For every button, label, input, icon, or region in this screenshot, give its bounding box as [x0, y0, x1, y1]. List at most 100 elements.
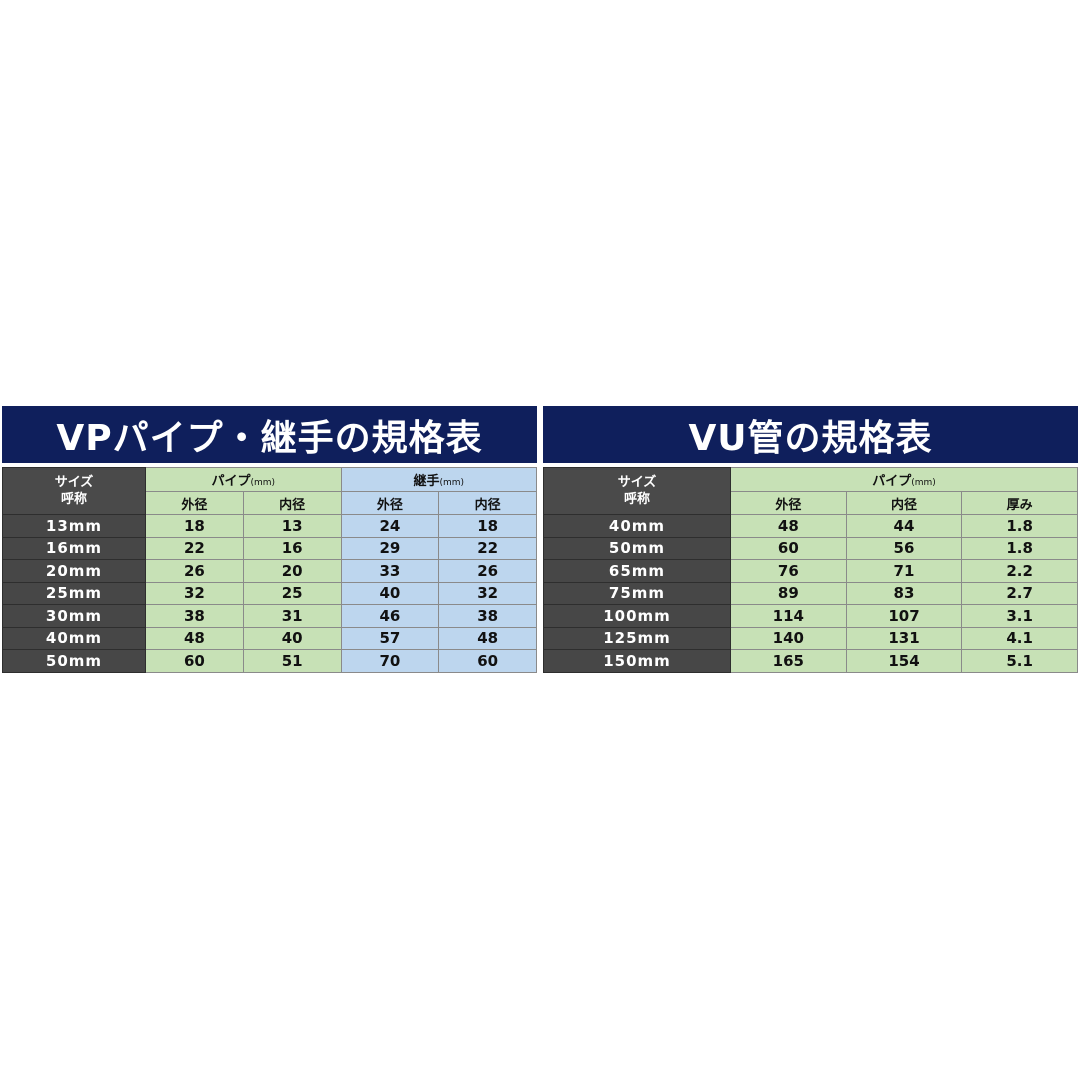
table-row: 40mm 48 40 57 48 [2, 626, 537, 650]
value-cell: 57 [340, 626, 440, 650]
value-cell: 16 [242, 536, 342, 560]
size-cell: 40mm [543, 514, 731, 538]
vu-spec-panel: VU管の規格表 サイズ 呼称 パイプ(mm) 外径 内径 厚み 40mm 48 44… [543, 406, 1078, 673]
value-cell: 154 [845, 649, 963, 673]
value-cell: 40 [340, 581, 440, 605]
value-cell: 131 [845, 626, 963, 650]
nominal-label: 呼称 [623, 492, 650, 507]
size-label: サイズ [54, 475, 94, 490]
column-header: 外径 [145, 491, 244, 515]
value-cell: 114 [730, 604, 847, 628]
size-cell: 16mm [2, 536, 146, 560]
size-cell: 50mm [543, 536, 731, 560]
size-label: サイズ [617, 475, 657, 490]
value-cell: 3.1 [961, 604, 1078, 628]
value-cell: 56 [845, 536, 963, 560]
table-row: 75mm 89 83 2.7 [543, 581, 1078, 605]
vu-title: VU管の規格表 [543, 406, 1078, 463]
value-cell: 31 [242, 604, 342, 628]
column-header: 厚み [961, 491, 1078, 515]
pipe-group-label: パイプ [211, 474, 251, 489]
nominal-label: 呼称 [60, 492, 87, 507]
size-cell: 25mm [2, 581, 146, 605]
table-row: 20mm 26 20 33 26 [2, 559, 537, 583]
value-cell: 20 [242, 559, 342, 583]
pipe-group-header: パイプ(mm) [730, 467, 1078, 492]
column-header: 内径 [438, 491, 537, 515]
value-cell: 76 [730, 559, 847, 583]
table-row: 150mm 165 154 5.1 [543, 649, 1078, 673]
size-cell: 30mm [2, 604, 146, 628]
value-cell: 24 [340, 514, 440, 538]
value-cell: 38 [438, 604, 537, 628]
pipe-group-header: パイプ(mm) [145, 467, 342, 492]
table-row: 100mm 114 107 3.1 [543, 604, 1078, 628]
vu-spec-table: サイズ 呼称 パイプ(mm) 外径 内径 厚み 40mm 48 44 1.8 50mm 6… [543, 467, 1078, 673]
value-cell: 60 [145, 649, 244, 673]
value-cell: 71 [845, 559, 963, 583]
value-cell: 25 [242, 581, 342, 605]
value-cell: 60 [438, 649, 537, 673]
unit-label: (mm) [439, 478, 465, 488]
value-cell: 44 [845, 514, 963, 538]
table-row: 16mm 22 16 29 22 [2, 536, 537, 560]
value-cell: 48 [438, 626, 537, 650]
unit-label: (mm) [250, 478, 276, 488]
value-cell: 26 [145, 559, 244, 583]
value-cell: 13 [242, 514, 342, 538]
value-cell: 107 [845, 604, 963, 628]
value-cell: 46 [340, 604, 440, 628]
value-cell: 33 [340, 559, 440, 583]
value-cell: 48 [145, 626, 244, 650]
value-cell: 26 [438, 559, 537, 583]
vp-spec-table: サイズ 呼称 パイプ(mm) 継手(mm) 外径 内径 外径 内径 13mm 18… [2, 467, 537, 673]
value-cell: 32 [145, 581, 244, 605]
size-cell: 150mm [543, 649, 731, 673]
value-cell: 2.7 [961, 581, 1078, 605]
table-row: 50mm 60 51 70 60 [2, 649, 537, 673]
size-header: サイズ 呼称 [2, 467, 146, 515]
value-cell: 165 [730, 649, 847, 673]
value-cell: 22 [438, 536, 537, 560]
value-cell: 89 [730, 581, 847, 605]
value-cell: 22 [145, 536, 244, 560]
vp-title: VPパイプ・継手の規格表 [2, 406, 537, 463]
joint-group-header: 継手(mm) [340, 467, 537, 492]
table-row: 13mm 18 13 24 18 [2, 514, 537, 538]
value-cell: 60 [730, 536, 847, 560]
size-cell: 125mm [543, 626, 731, 650]
value-cell: 140 [730, 626, 847, 650]
value-cell: 40 [242, 626, 342, 650]
value-cell: 70 [340, 649, 440, 673]
value-cell: 18 [145, 514, 244, 538]
value-cell: 51 [242, 649, 342, 673]
table-row: 30mm 38 31 46 38 [2, 604, 537, 628]
table-row: 40mm 48 44 1.8 [543, 514, 1078, 538]
table-row: 65mm 76 71 2.2 [543, 559, 1078, 583]
value-cell: 1.8 [961, 514, 1078, 538]
size-header: サイズ 呼称 [543, 467, 731, 515]
value-cell: 83 [845, 581, 963, 605]
column-header: 外径 [730, 491, 847, 515]
size-cell: 65mm [543, 559, 731, 583]
size-cell: 13mm [2, 514, 146, 538]
column-header: 内径 [845, 491, 963, 515]
table-row: 50mm 60 56 1.8 [543, 536, 1078, 560]
value-cell: 5.1 [961, 649, 1078, 673]
column-header: 内径 [242, 491, 342, 515]
pipe-group-label: パイプ [872, 474, 912, 489]
size-cell: 40mm [2, 626, 146, 650]
size-cell: 75mm [543, 581, 731, 605]
joint-group-label: 継手 [413, 474, 440, 489]
value-cell: 18 [438, 514, 537, 538]
column-header: 外径 [340, 491, 440, 515]
size-cell: 20mm [2, 559, 146, 583]
size-cell: 100mm [543, 604, 731, 628]
table-row: 25mm 32 25 40 32 [2, 581, 537, 605]
value-cell: 48 [730, 514, 847, 538]
unit-label: (mm) [911, 478, 936, 488]
size-cell: 50mm [2, 649, 146, 673]
value-cell: 1.8 [961, 536, 1078, 560]
value-cell: 29 [340, 536, 440, 560]
value-cell: 4.1 [961, 626, 1078, 650]
